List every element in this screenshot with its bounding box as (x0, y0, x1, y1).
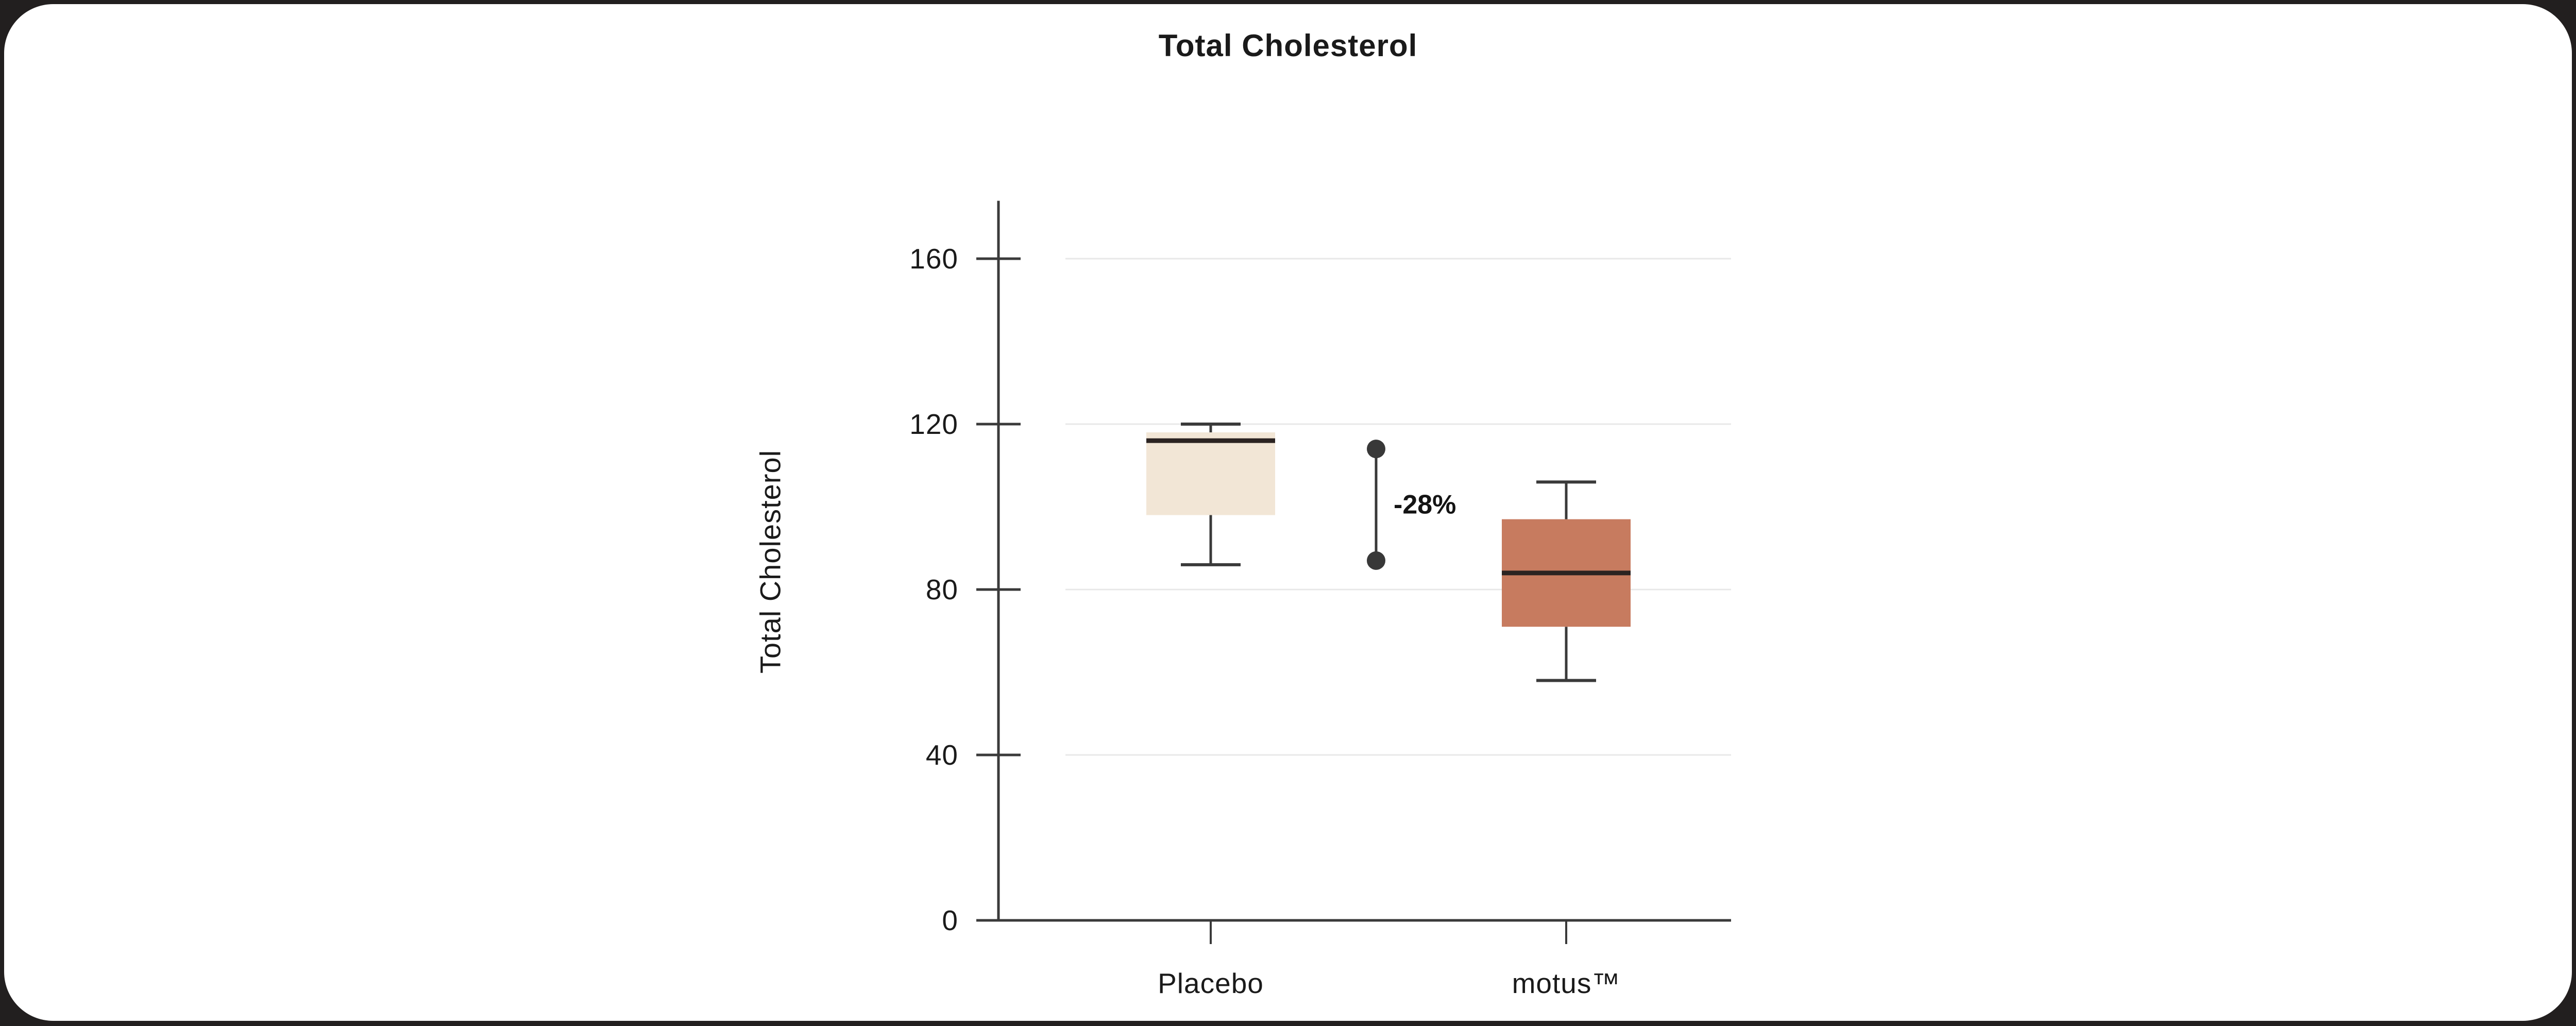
x-category-label-1: motus™ (1512, 967, 1621, 999)
annotation-label: -28% (1394, 490, 1456, 519)
chart-card: Total Cholesterol Total Cholesterol 0 40 8… (4, 4, 2572, 1021)
annotation-dot-bottom (1367, 551, 1385, 570)
x-category-label-0: Placebo (1158, 967, 1264, 999)
y-tick-label-0: 0 (942, 904, 958, 936)
y-tick-label-80: 80 (926, 574, 958, 605)
boxplot-svg: 0 40 80 120 160 Placebo motus™ -28% (909, 200, 1731, 999)
y-tick-label-160: 160 (909, 243, 958, 275)
annotation-dot-top (1367, 440, 1385, 459)
y-tick-label-40: 40 (926, 739, 958, 771)
y-tick-label-120: 120 (909, 408, 958, 440)
chart-title: Total Cholesterol (1158, 28, 1418, 63)
box-0-iqr (1146, 432, 1275, 515)
